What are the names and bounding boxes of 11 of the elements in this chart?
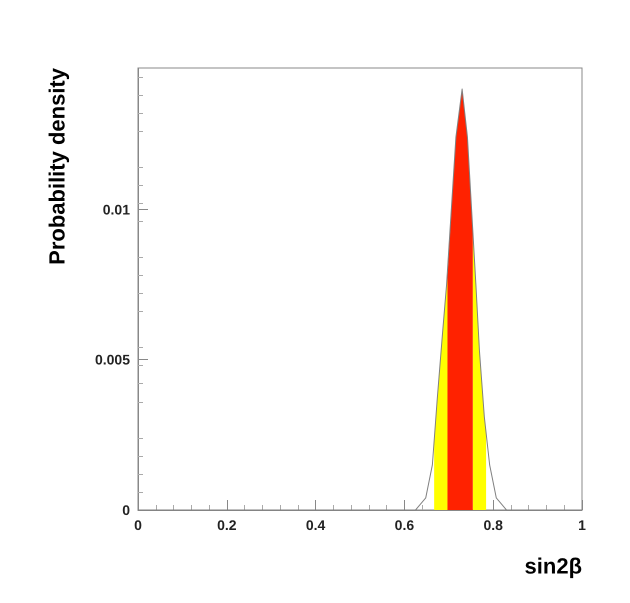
- x-tick-label: 0.6: [394, 517, 414, 533]
- x-tick-label: 0: [134, 517, 142, 533]
- x-tick-label: 0.4: [306, 517, 326, 533]
- x-axis-title: sin2β: [524, 554, 582, 578]
- x-tick-label: 0.2: [217, 517, 237, 533]
- y-tick-label: 0.01: [102, 201, 130, 218]
- x-tick-label: 1: [578, 517, 586, 533]
- y-tick-label: 0.005: [94, 352, 130, 368]
- y-axis-title: Probability density: [44, 67, 70, 265]
- x-tick-label: 0.8: [483, 517, 504, 533]
- y-tick-label: 0: [122, 502, 130, 518]
